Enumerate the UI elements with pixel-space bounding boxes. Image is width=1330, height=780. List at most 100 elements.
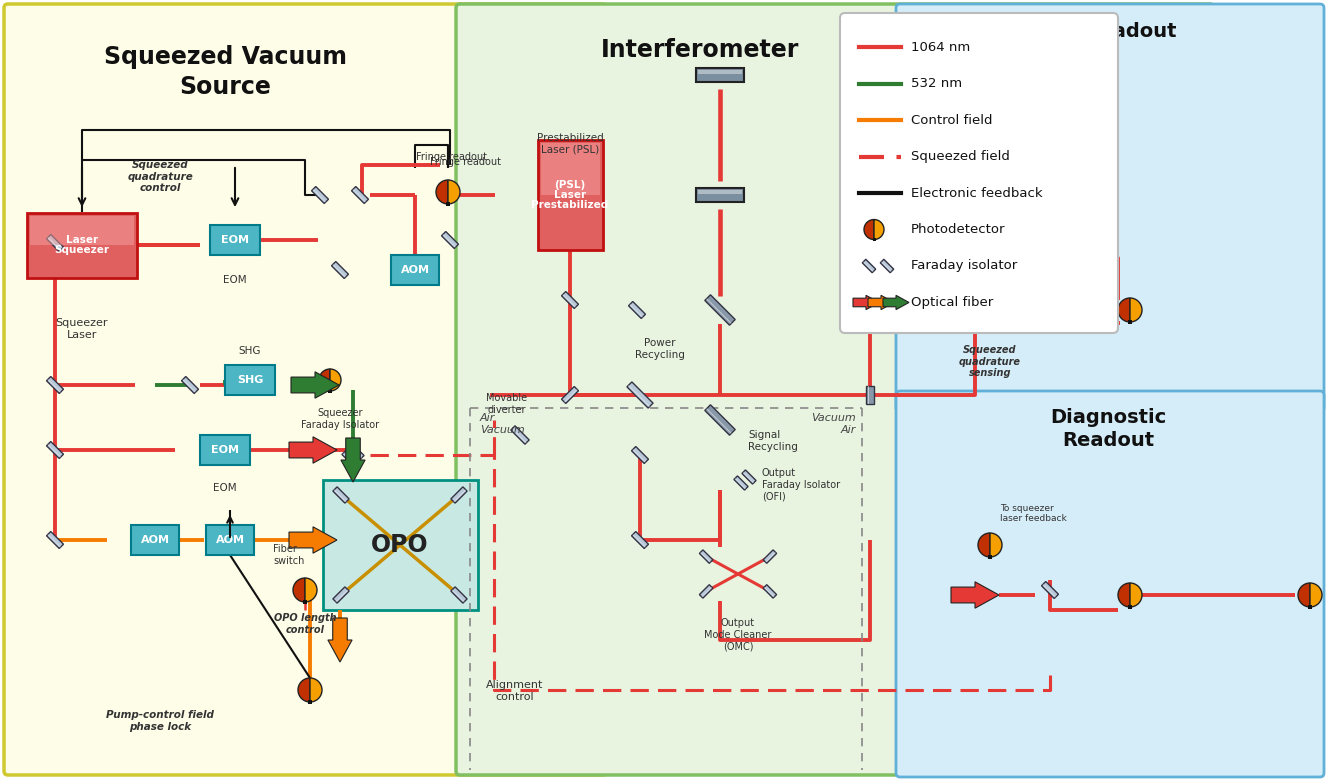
Polygon shape xyxy=(882,261,891,272)
Bar xyxy=(446,202,450,206)
Polygon shape xyxy=(880,259,894,273)
Polygon shape xyxy=(48,237,61,250)
Text: Air: Air xyxy=(480,413,495,423)
Text: Prestabilized
Laser (PSL): Prestabilized Laser (PSL) xyxy=(536,133,604,155)
Bar xyxy=(1128,605,1132,609)
Polygon shape xyxy=(454,490,465,502)
FancyBboxPatch shape xyxy=(896,4,1323,412)
Polygon shape xyxy=(1043,584,1056,597)
Wedge shape xyxy=(310,678,322,702)
Text: Photodetector: Photodetector xyxy=(911,223,1005,236)
Text: Faraday isolator: Faraday isolator xyxy=(911,260,1017,272)
Bar xyxy=(988,268,992,271)
Bar xyxy=(872,238,875,241)
Polygon shape xyxy=(633,449,646,463)
Bar xyxy=(696,68,743,82)
Bar xyxy=(539,140,602,250)
Text: 1064 nm: 1064 nm xyxy=(911,41,971,54)
Text: Fringe readout: Fringe readout xyxy=(430,157,501,167)
Text: Squeezer
Laser: Squeezer Laser xyxy=(56,318,108,339)
Wedge shape xyxy=(978,533,990,557)
Wedge shape xyxy=(1119,298,1130,322)
Polygon shape xyxy=(629,302,645,318)
Polygon shape xyxy=(47,235,64,251)
Bar xyxy=(541,143,600,195)
Polygon shape xyxy=(511,426,529,444)
Wedge shape xyxy=(298,678,310,702)
Polygon shape xyxy=(705,295,735,325)
Text: EOM: EOM xyxy=(211,445,239,455)
Polygon shape xyxy=(48,534,61,548)
Text: Vacuum: Vacuum xyxy=(811,413,857,423)
Polygon shape xyxy=(1041,302,1059,318)
Polygon shape xyxy=(866,191,874,209)
Polygon shape xyxy=(628,385,650,407)
Bar xyxy=(200,435,250,465)
Text: Power
Recycling: Power Recycling xyxy=(634,338,685,360)
Polygon shape xyxy=(442,232,459,249)
Text: Air: Air xyxy=(841,425,857,435)
Polygon shape xyxy=(443,234,456,247)
Polygon shape xyxy=(332,487,350,503)
Polygon shape xyxy=(742,470,755,484)
Bar xyxy=(27,213,137,278)
Polygon shape xyxy=(48,379,61,392)
FancyBboxPatch shape xyxy=(896,391,1323,777)
Bar xyxy=(210,225,259,255)
Bar xyxy=(31,216,134,245)
Text: SHG: SHG xyxy=(239,346,261,356)
Bar xyxy=(329,389,331,392)
Polygon shape xyxy=(883,296,908,310)
Polygon shape xyxy=(512,428,527,443)
Polygon shape xyxy=(343,453,354,464)
Polygon shape xyxy=(626,382,653,408)
Bar xyxy=(225,365,275,395)
Text: GW Readout: GW Readout xyxy=(1040,22,1176,41)
Bar xyxy=(303,600,307,604)
Polygon shape xyxy=(951,582,999,608)
Bar xyxy=(698,190,742,194)
Polygon shape xyxy=(334,490,347,502)
Polygon shape xyxy=(289,526,336,553)
Bar xyxy=(206,525,254,555)
Wedge shape xyxy=(1298,583,1310,607)
Bar xyxy=(988,555,992,558)
Text: Diagnostic
Readout: Diagnostic Readout xyxy=(1049,408,1166,451)
Polygon shape xyxy=(47,441,64,459)
Wedge shape xyxy=(990,246,1001,270)
Text: Fringe readout: Fringe readout xyxy=(416,152,488,162)
Wedge shape xyxy=(330,369,340,391)
Polygon shape xyxy=(868,296,894,310)
Text: OPO: OPO xyxy=(371,533,428,557)
Text: Squeezer: Squeezer xyxy=(55,245,109,255)
Polygon shape xyxy=(862,259,875,273)
Polygon shape xyxy=(1041,582,1059,598)
Text: AOM: AOM xyxy=(400,265,430,275)
Polygon shape xyxy=(702,587,712,597)
Polygon shape xyxy=(853,296,879,310)
Text: (PSL): (PSL) xyxy=(555,180,585,190)
Polygon shape xyxy=(47,531,64,548)
Text: Laser: Laser xyxy=(553,190,587,200)
Bar xyxy=(1309,605,1311,609)
Bar xyxy=(309,700,311,704)
Text: EOM: EOM xyxy=(213,483,237,493)
Wedge shape xyxy=(305,578,317,602)
Wedge shape xyxy=(293,578,305,602)
Polygon shape xyxy=(867,301,874,319)
Wedge shape xyxy=(990,533,1001,557)
Text: Electronic feedback: Electronic feedback xyxy=(911,186,1043,200)
Wedge shape xyxy=(436,180,448,204)
Text: Laser: Laser xyxy=(66,235,98,245)
Text: EOM: EOM xyxy=(223,275,247,285)
Text: Output
Faraday Isolator
(OFI): Output Faraday Isolator (OFI) xyxy=(762,468,841,502)
Text: Prestabilized: Prestabilized xyxy=(532,200,609,210)
Polygon shape xyxy=(48,444,61,457)
Polygon shape xyxy=(763,550,777,563)
Polygon shape xyxy=(563,294,576,307)
Text: Squeezed
quadrature
sensing: Squeezed quadrature sensing xyxy=(959,345,1021,378)
Wedge shape xyxy=(1119,583,1130,607)
Text: Squeezed
quadrature
control: Squeezed quadrature control xyxy=(128,160,193,193)
Polygon shape xyxy=(765,552,775,562)
Text: Squeezed Vacuum
Source: Squeezed Vacuum Source xyxy=(104,45,347,99)
